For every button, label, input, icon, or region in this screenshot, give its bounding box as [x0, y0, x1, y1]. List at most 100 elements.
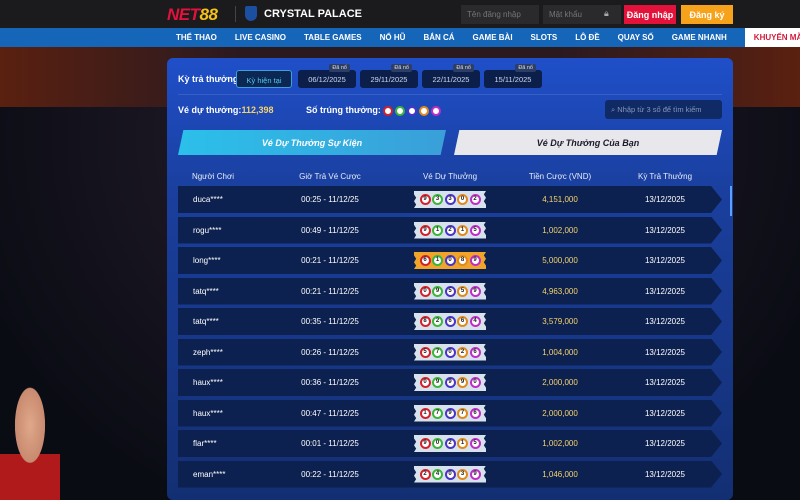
- tab-period-date[interactable]: Đã nổ 06/12/2025: [298, 64, 356, 88]
- nav-ban-ca[interactable]: BẮN CÁ: [423, 33, 455, 42]
- tab-your-tickets[interactable]: Vé Dự Thưởng Của Bạn: [454, 130, 722, 155]
- period-date: 06/12/2025: [308, 75, 346, 84]
- ticket-ball: 0: [419, 377, 431, 388]
- nav-slots[interactable]: SLOTS: [530, 33, 558, 42]
- payout-period: 13/12/2025: [644, 378, 686, 387]
- period-date: 22/11/2025: [432, 75, 470, 84]
- login-button[interactable]: Đăng nhập: [624, 5, 676, 24]
- bet-amount: 2,000,000: [542, 378, 578, 387]
- bet-time: 00:26 - 11/12/25: [301, 347, 359, 357]
- ticket-ball: 5: [469, 224, 481, 236]
- ticket-ball: 5: [419, 346, 431, 358]
- tab-period-date[interactable]: Đã nổ 15/11/2025: [484, 64, 542, 88]
- ticket-ball: 7: [457, 407, 468, 419]
- ticket-ball: 6: [444, 316, 456, 327]
- ticket-ball: 6: [469, 346, 481, 358]
- tab-period-date[interactable]: Đã nổ 22/11/2025: [422, 64, 480, 88]
- ticket-ball: 9: [469, 468, 481, 480]
- ticket-ball: 2: [469, 194, 481, 205]
- winning-label: Số trúng thưởng:: [306, 105, 381, 115]
- bet-amount: 1,002,000: [542, 439, 578, 448]
- player-image: [0, 385, 60, 500]
- ticket-ball: 3: [432, 194, 443, 205]
- club-name: CRYSTAL PALACE: [264, 8, 362, 20]
- ticket-ball: 2: [432, 316, 443, 327]
- ticket-ball: 6: [419, 255, 431, 266]
- ticket-ball: 9: [444, 407, 456, 419]
- ticket-ball: 9: [444, 377, 456, 388]
- register-button[interactable]: Đăng ký: [681, 5, 733, 24]
- payout-period: 13/12/2025: [644, 439, 686, 448]
- player-name: flar****: [193, 439, 217, 448]
- ticket-ball: 9: [419, 438, 431, 449]
- col-time: Giờ Trả Vé Cược: [299, 172, 361, 181]
- bet-time: 00:35 - 11/12/25: [301, 317, 359, 326]
- payout-period: 13/12/2025: [644, 317, 686, 326]
- ticket-ball: 2: [444, 438, 456, 449]
- ticket-ball: 8: [457, 255, 468, 266]
- nav-no-hu[interactable]: NỔ HŨ: [379, 33, 406, 42]
- tab-current-period[interactable]: Kỳ hiện tại: [236, 70, 292, 88]
- nav-quay-so[interactable]: QUAY SỐ: [617, 33, 654, 42]
- scrollbar[interactable]: [730, 186, 732, 216]
- tab-event-tickets[interactable]: Vé Dự Thưởng Sự Kiện: [178, 130, 446, 155]
- col-period: Kỳ Trả Thưởng: [637, 172, 693, 181]
- payout-period: 13/12/2025: [644, 286, 686, 296]
- nav-game-bai[interactable]: GAME BÀI: [472, 33, 513, 42]
- password-input[interactable]: [543, 5, 621, 24]
- bet-time: 00:01 - 11/12/25: [301, 439, 359, 448]
- ticket-ball: 0: [469, 377, 481, 388]
- nav-the-thao[interactable]: THỂ THAO: [176, 33, 217, 42]
- winning-ball-icon: [431, 105, 442, 116]
- nav-game-nhanh[interactable]: GAME NHANH: [671, 33, 727, 42]
- ticket-search-input[interactable]: ⌕ Nhập từ 3 số để tìm kiếm: [605, 100, 722, 119]
- ticket-ball: 7: [432, 407, 443, 419]
- lock-icon: 🔒︎: [604, 8, 609, 18]
- drawn-tag: Đã nổ: [453, 64, 474, 72]
- player-name: tatq****: [193, 286, 219, 296]
- ticket-ball: 2: [444, 224, 456, 236]
- divider: [235, 6, 236, 22]
- ticket-ball: 0: [444, 468, 456, 480]
- payout-period: 13/12/2025: [644, 469, 686, 479]
- username-input[interactable]: [461, 5, 539, 24]
- ticket-ball: 5: [444, 285, 456, 297]
- ticket-ball: 6: [457, 316, 468, 327]
- tickets-label: Vé dự thưởng:: [178, 105, 242, 115]
- drawn-tag: Đã nổ: [515, 64, 536, 72]
- ticket-ball: 5: [457, 285, 468, 297]
- bet-amount: 3,579,000: [542, 317, 578, 326]
- player-name: haux****: [193, 378, 223, 387]
- nav-lo-de[interactable]: LÔ ĐỀ: [575, 33, 600, 42]
- nav-khuyen-mai[interactable]: KHUYẾN MÃI: [744, 28, 800, 47]
- bet-amount: 5,000,000: [542, 256, 578, 265]
- search-placeholder: Nhập từ 3 số để tìm kiếm: [617, 105, 702, 114]
- player-name: haux****: [193, 408, 223, 418]
- player-name: long****: [193, 256, 221, 265]
- ticket-ball: 8: [419, 316, 431, 327]
- bet-time: 00:22 - 11/12/25: [301, 469, 359, 479]
- ticket-ball: 9: [469, 255, 481, 266]
- top-bar: NET88 CRYSTAL PALACE 🔒︎ Đăng nhập Đăng k…: [0, 0, 800, 28]
- tab-period-date[interactable]: Đã nổ 29/11/2025: [360, 64, 418, 88]
- col-player: Người Chơi: [191, 172, 235, 181]
- drawn-tag: Đã nổ: [329, 64, 350, 72]
- winning-ball-icon: [395, 105, 406, 116]
- ticket-ball: 2: [457, 346, 468, 358]
- nav-table-games[interactable]: TABLE GAMES: [304, 33, 362, 42]
- ticket-ball: 4: [469, 316, 481, 327]
- ticket-ball: 3: [457, 468, 468, 480]
- ticket-ball: 0: [444, 255, 456, 266]
- ticket-ball: 0: [444, 346, 456, 358]
- brand-logo[interactable]: NET88: [167, 5, 218, 24]
- bet-time: 00:36 - 11/12/25: [301, 378, 359, 387]
- nav-live-casino[interactable]: LIVE CASINO: [234, 33, 287, 42]
